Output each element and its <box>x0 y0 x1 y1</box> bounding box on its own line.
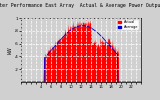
Y-axis label: kW: kW <box>8 46 13 54</box>
Text: Solar PV/Inverter Performance East Array  Actual & Average Power Output: Solar PV/Inverter Performance East Array… <box>0 3 160 8</box>
Legend: Actual, Average: Actual, Average <box>118 20 139 30</box>
